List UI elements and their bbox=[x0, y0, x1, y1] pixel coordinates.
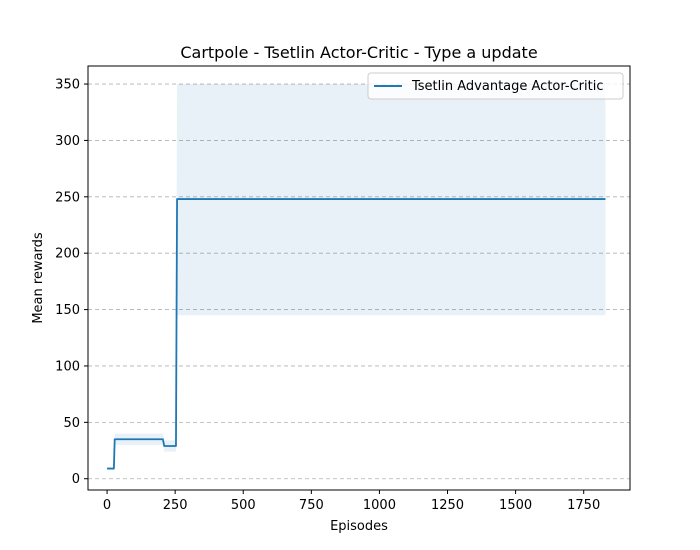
y-tick-label: 50 bbox=[63, 416, 80, 431]
series-line bbox=[107, 198, 606, 470]
y-tick-label: 350 bbox=[55, 78, 80, 93]
std-band-area bbox=[107, 84, 606, 469]
x-axis-label: Episodes bbox=[330, 519, 388, 534]
y-tick-label: 300 bbox=[55, 134, 80, 149]
chart-title: Cartpole - Tsetlin Actor-Critic - Type a… bbox=[180, 43, 537, 62]
legend: Tsetlin Advantage Actor-Critic bbox=[367, 72, 624, 100]
legend-box bbox=[367, 72, 624, 100]
x-tick-label: 1250 bbox=[431, 498, 464, 513]
x-tick-label: 1000 bbox=[363, 498, 396, 513]
y-tick-label: 250 bbox=[55, 190, 80, 205]
y-tick-label: 150 bbox=[55, 303, 80, 318]
legend-entry-label: Tsetlin Advantage Actor-Critic bbox=[411, 79, 603, 94]
x-tick-label: 1750 bbox=[567, 498, 600, 513]
y-tick-label: 200 bbox=[55, 247, 80, 262]
std-band bbox=[107, 84, 606, 469]
y-tick-label: 100 bbox=[55, 359, 80, 374]
x-tick-label: 750 bbox=[299, 498, 324, 513]
plot-frame bbox=[87, 65, 631, 491]
x-tick-label: 250 bbox=[163, 498, 188, 513]
x-tick-label: 1500 bbox=[499, 498, 532, 513]
series-line-layer bbox=[107, 198, 606, 470]
y-axis-label: Mean rewards bbox=[31, 232, 46, 324]
y-tick-label: 0 bbox=[72, 472, 80, 487]
y-axis: 0 50 100 150 200 250 300 350 bbox=[55, 78, 88, 487]
x-tick-label: 0 bbox=[103, 498, 111, 513]
x-tick-label: 500 bbox=[231, 498, 256, 513]
x-axis: 0 250 500 750 1000 1250 1500 1750 bbox=[103, 490, 600, 513]
